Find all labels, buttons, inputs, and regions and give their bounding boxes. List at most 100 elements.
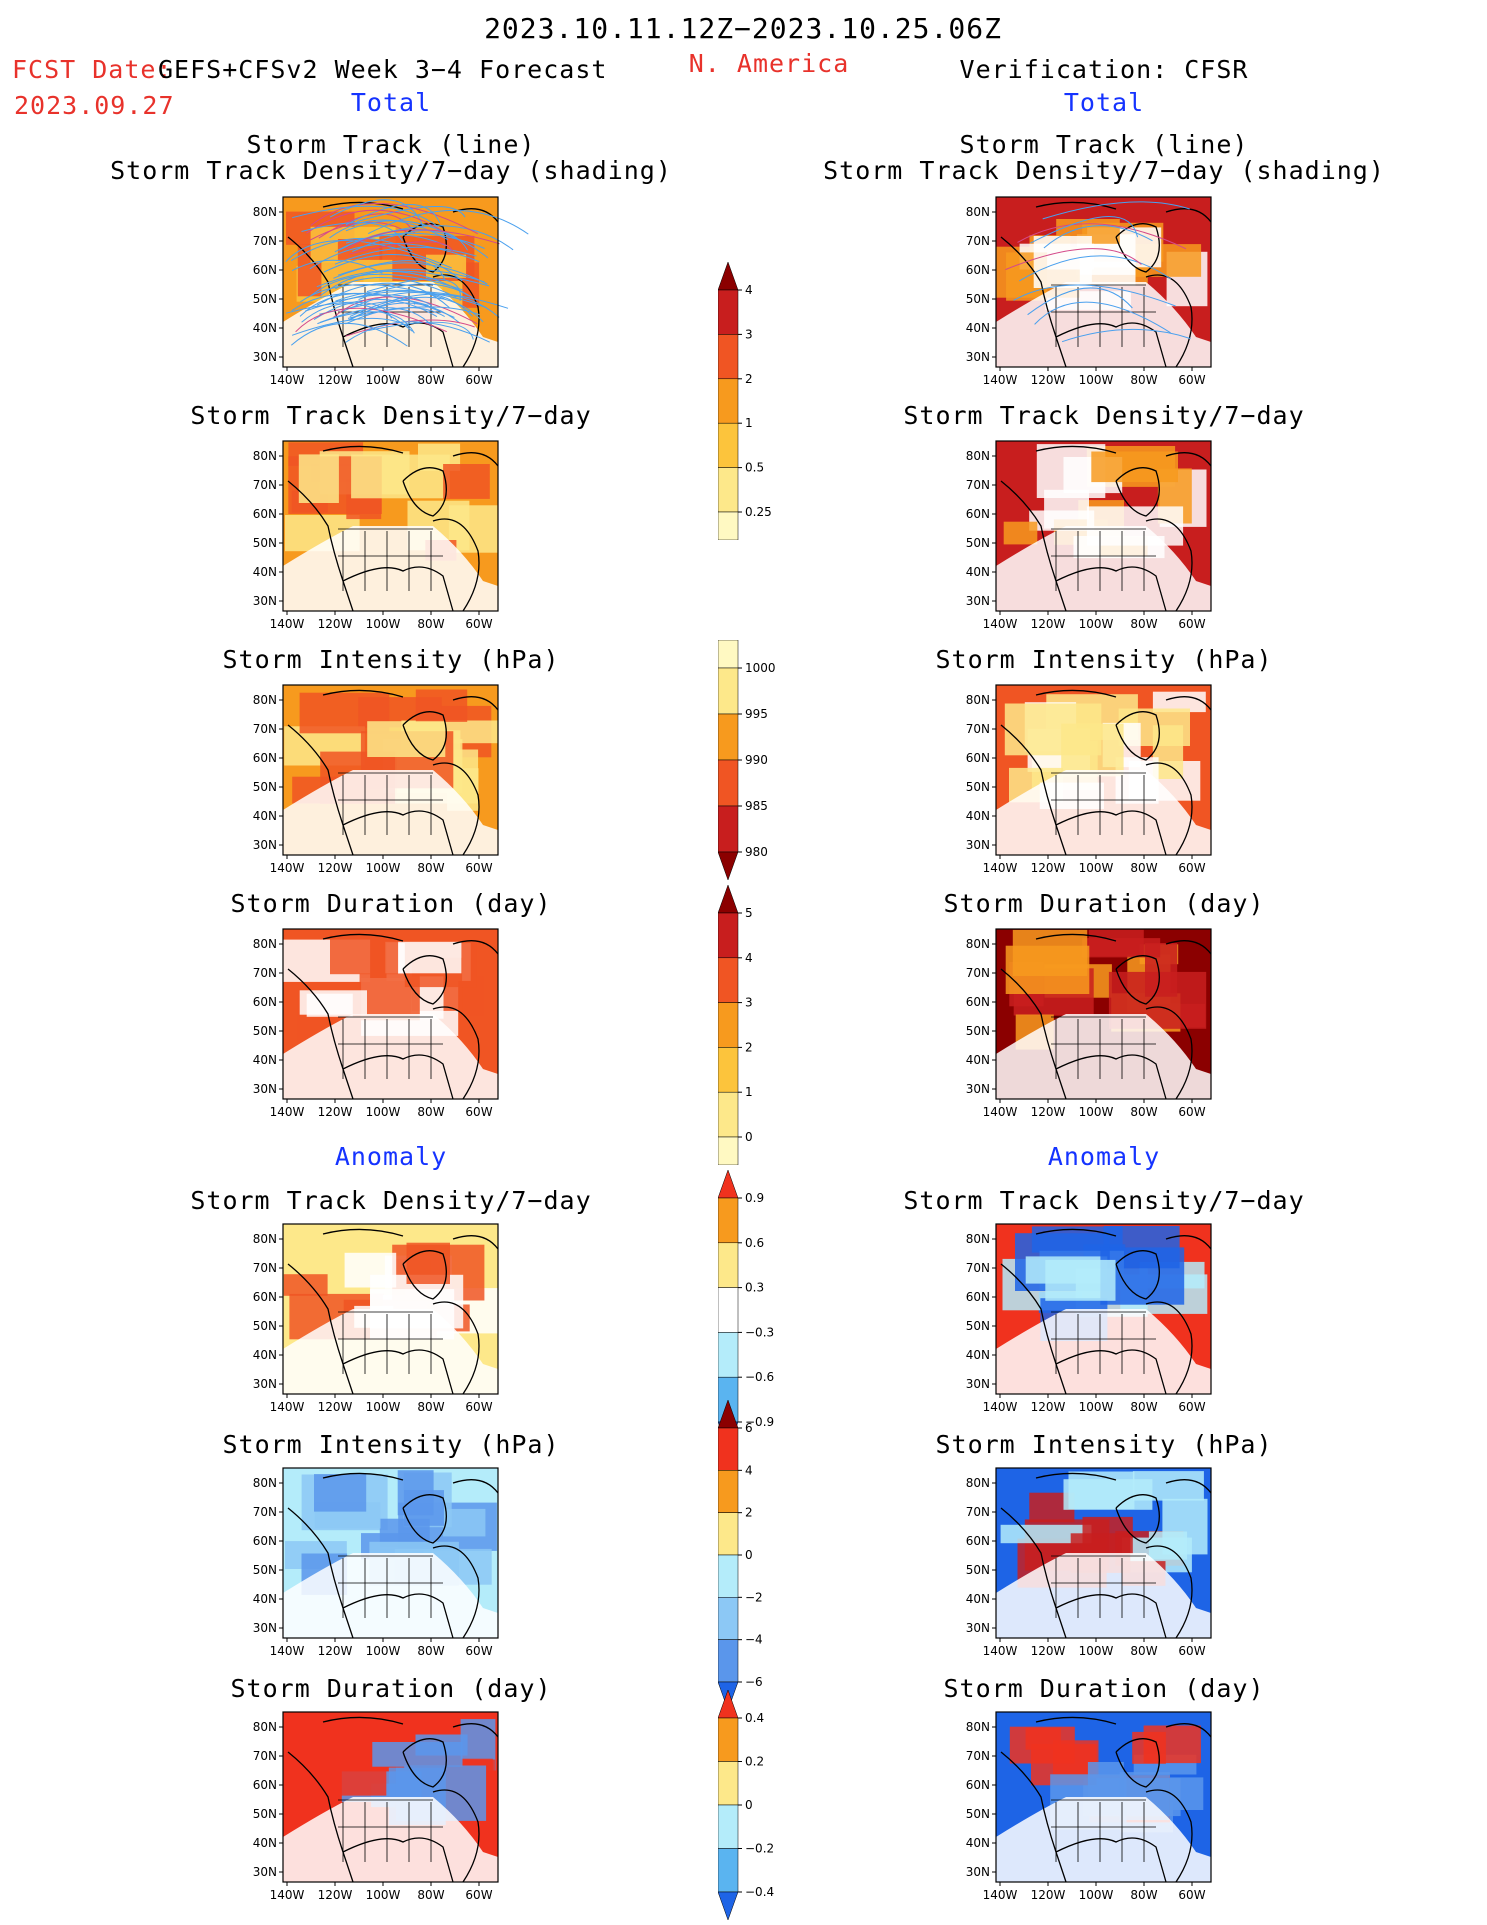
lat-label: 40N bbox=[253, 565, 277, 579]
lat-label: 60N bbox=[253, 751, 277, 765]
colorbar-label: 6 bbox=[745, 1421, 753, 1435]
shading-cell bbox=[1132, 1731, 1166, 1764]
shading-cell bbox=[351, 454, 450, 499]
lon-label: 100W bbox=[366, 1888, 401, 1902]
colorbar-label: 1 bbox=[745, 416, 753, 430]
lat-label: 80N bbox=[966, 1232, 990, 1246]
state-borders bbox=[1051, 528, 1156, 591]
lon-label: 60W bbox=[465, 1888, 492, 1902]
state-borders bbox=[338, 1311, 443, 1374]
map-frame bbox=[282, 1711, 499, 1883]
lat-label: 50N bbox=[253, 780, 277, 794]
us-area bbox=[283, 1014, 498, 1099]
colorbar-label: 4 bbox=[745, 951, 753, 965]
ob-intensity-anom-map: 80N 70N 60N 50N 40N 30N 140W 120W 100W 80W 60W bbox=[966, 1467, 1212, 1658]
colorbar-swatch bbox=[718, 1717, 739, 1762]
map-frame bbox=[995, 1467, 1212, 1639]
lon-label: 60W bbox=[465, 617, 492, 631]
lat-label: 50N bbox=[253, 1024, 277, 1038]
colorbar-label: −2 bbox=[745, 1590, 763, 1604]
colorbar-swatch bbox=[718, 262, 739, 291]
shading-cell bbox=[1068, 1471, 1135, 1510]
lon-label: 80W bbox=[1130, 1888, 1157, 1902]
lat-label: 60N bbox=[966, 751, 990, 765]
shading-cell bbox=[306, 1765, 387, 1796]
lat-label: 30N bbox=[253, 1865, 277, 1879]
fc-track-title-line: Storm Track (line) bbox=[246, 130, 536, 159]
lon-label: 100W bbox=[366, 861, 401, 875]
lon-label: 60W bbox=[1178, 1888, 1205, 1902]
map-frame bbox=[282, 928, 499, 1100]
us-area bbox=[283, 526, 498, 611]
lat-label: 40N bbox=[966, 809, 990, 823]
us-area bbox=[996, 1797, 1211, 1882]
lat-label: 70N bbox=[253, 966, 277, 980]
lon-label: 120W bbox=[318, 1888, 353, 1902]
lon-label: 80W bbox=[417, 861, 444, 875]
lat-label: 70N bbox=[966, 1749, 990, 1763]
lat-label: 40N bbox=[253, 1592, 277, 1606]
lon-label: 140W bbox=[270, 861, 305, 875]
ob-intensity-anom-title: Storm Intensity (hPa) bbox=[935, 1430, 1273, 1459]
colorbar-label: 0 bbox=[745, 1798, 753, 1812]
lat-label: 30N bbox=[253, 838, 277, 852]
lon-label: 140W bbox=[270, 1644, 305, 1658]
lat-label: 50N bbox=[253, 1807, 277, 1821]
lon-label: 120W bbox=[318, 1644, 353, 1658]
lon-label: 60W bbox=[465, 1105, 492, 1119]
lon-label: 60W bbox=[1178, 617, 1205, 631]
ob-intensity-map: 80N 70N 60N 50N 40N 30N 140W 120W 100W 80W 60W bbox=[966, 684, 1212, 875]
region-label: N. America bbox=[688, 49, 850, 78]
lat-label: 60N bbox=[253, 1778, 277, 1792]
lat-label: 40N bbox=[253, 321, 277, 335]
fc-density-title: Storm Track Density/7−day bbox=[190, 401, 592, 430]
lon-label: 80W bbox=[417, 617, 444, 631]
lon-label: 100W bbox=[1079, 1400, 1114, 1414]
colorbar-label: −0.3 bbox=[745, 1325, 774, 1339]
lon-label: 60W bbox=[1178, 1105, 1205, 1119]
colorbar-swatch bbox=[718, 1761, 739, 1806]
lon-label: 80W bbox=[417, 1105, 444, 1119]
lat-label: 50N bbox=[966, 1319, 990, 1333]
lat-label: 70N bbox=[966, 478, 990, 492]
lon-label: 60W bbox=[1178, 1644, 1205, 1658]
lon-label: 140W bbox=[270, 1888, 305, 1902]
lat-label: 30N bbox=[966, 838, 990, 852]
coastline bbox=[287, 1228, 499, 1395]
colorbar-swatch bbox=[718, 912, 739, 959]
fc-intensity-anom-map: 80N 70N 60N 50N 40N 30N 140W 120W 100W 80W 60W bbox=[253, 1467, 499, 1658]
colorbar-swatch bbox=[718, 957, 739, 1003]
colorbar-label: 2 bbox=[745, 1506, 753, 1520]
lon-label: 80W bbox=[417, 1888, 444, 1902]
lat-label: 40N bbox=[253, 1836, 277, 1850]
lon-label: 120W bbox=[318, 861, 353, 875]
map-frame bbox=[282, 1467, 499, 1639]
lat-label: 70N bbox=[966, 1505, 990, 1519]
lon-label: 100W bbox=[1079, 617, 1114, 631]
lat-label: 70N bbox=[253, 478, 277, 492]
coastline bbox=[1000, 1472, 1212, 1639]
lon-label: 100W bbox=[1079, 1644, 1114, 1658]
map-frame bbox=[995, 440, 1212, 612]
intensity-total-colorbar: 1000 995 990 985 980 bbox=[718, 640, 776, 880]
colorbar-label: 0.6 bbox=[745, 1236, 764, 1250]
lat-label: 80N bbox=[253, 449, 277, 463]
colorbar-swatch bbox=[718, 805, 739, 853]
colorbar-swatch bbox=[718, 378, 739, 424]
lat-label: 80N bbox=[253, 1476, 277, 1490]
lon-label: 60W bbox=[465, 373, 492, 387]
lon-label: 80W bbox=[1130, 1644, 1157, 1658]
coastline bbox=[287, 445, 499, 612]
shading-cell bbox=[1003, 521, 1038, 545]
lat-label: 30N bbox=[253, 350, 277, 364]
colorbar-swatch bbox=[718, 1400, 739, 1429]
colorbar-label: 990 bbox=[745, 753, 768, 767]
lon-label: 120W bbox=[1031, 1888, 1066, 1902]
colorbar-label: 1 bbox=[745, 1085, 753, 1099]
lat-label: 70N bbox=[253, 1749, 277, 1763]
duration-total-colorbar: 5 4 3 2 1 0 bbox=[718, 885, 753, 1165]
ob-track-title-line: Storm Track (line) bbox=[959, 130, 1249, 159]
colorbar-label: 0 bbox=[745, 1130, 753, 1144]
colorbar-swatch bbox=[718, 289, 739, 335]
lon-label: 80W bbox=[417, 1400, 444, 1414]
